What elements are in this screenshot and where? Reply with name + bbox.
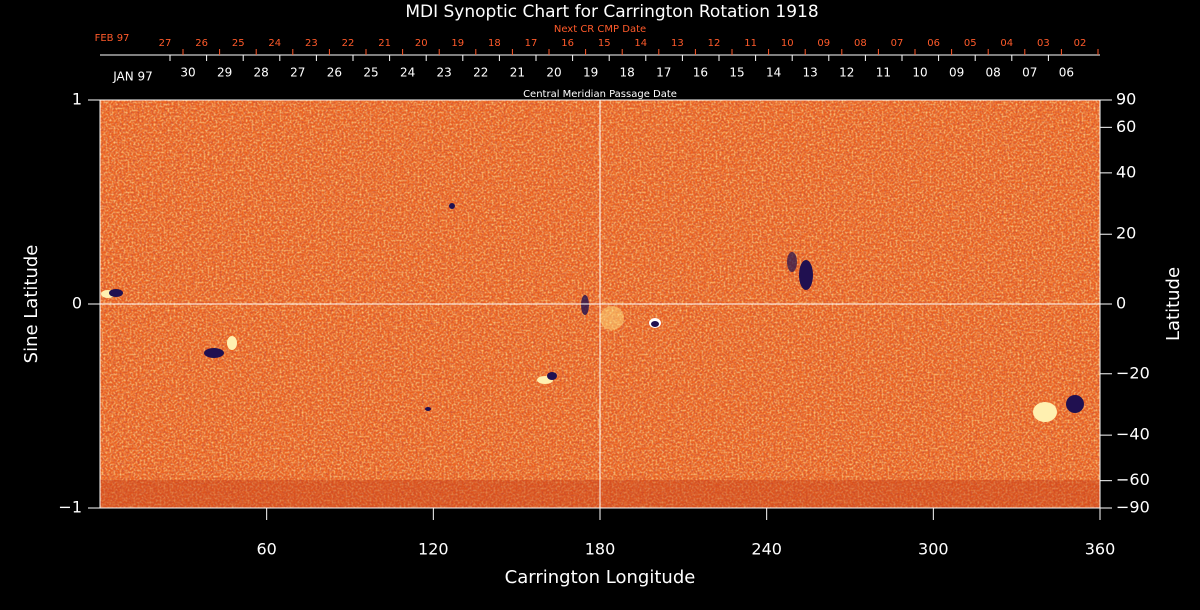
cmp-date: 15 [729, 66, 744, 80]
next-cr-date: 02 [1074, 38, 1087, 49]
cmp-date: 17 [656, 66, 671, 80]
x-tick-label: 240 [751, 540, 782, 559]
cmp-date: 08 [986, 66, 1001, 80]
cmp-date: 27 [290, 66, 305, 80]
next-cr-axis-title: Next CR CMP Date [554, 24, 646, 35]
y2-tick-label: −90 [1116, 498, 1150, 517]
cmp-date: 23 [437, 66, 452, 80]
next-cr-date: 21 [378, 38, 391, 49]
y2-tick-label: 20 [1116, 224, 1136, 243]
next-cr-date: 04 [1000, 38, 1013, 49]
cmp-date: 19 [583, 66, 598, 80]
cmp-date: 26 [327, 66, 342, 80]
y2-tick-label: −60 [1116, 470, 1150, 489]
next-cr-date: 19 [451, 38, 464, 49]
cmp-date: 22 [473, 66, 488, 80]
next-cr-date: 26 [195, 38, 208, 49]
cmp-date: 11 [876, 66, 891, 80]
next-cr-date: 18 [488, 38, 501, 49]
next-cr-date: 16 [561, 38, 574, 49]
next-cr-date: 09 [817, 38, 830, 49]
next-cr-date: 25 [232, 38, 245, 49]
cmp-axis-title: Central Meridian Passage Date [523, 89, 677, 100]
next-cr-date: 07 [891, 38, 904, 49]
cmp-date: 25 [363, 66, 378, 80]
next-cr-date: 23 [305, 38, 318, 49]
cmp-date: 06 [1059, 66, 1074, 80]
next-cr-date: 24 [268, 38, 281, 49]
y2-tick-label: −20 [1116, 363, 1150, 382]
cmp-date: 14 [766, 66, 781, 80]
chart-title: MDI Synoptic Chart for Carrington Rotati… [405, 2, 818, 22]
x-axis-label: Carrington Longitude [505, 567, 696, 588]
y2-tick-label: 60 [1116, 117, 1136, 136]
cmp-date: 29 [217, 66, 232, 80]
cmp-date: 20 [546, 66, 561, 80]
cmp-date: 24 [400, 66, 415, 80]
cmp-date: 21 [510, 66, 525, 80]
cmp-date: 10 [912, 66, 927, 80]
cmp-date: 30 [180, 66, 195, 80]
x-tick-label: 180 [585, 540, 616, 559]
x-tick-label: 300 [918, 540, 949, 559]
next-cr-date: 06 [927, 38, 940, 49]
y-tick-label: −1 [58, 498, 82, 517]
cmp-date: 09 [949, 66, 964, 80]
cmp-date: 18 [620, 66, 635, 80]
cmp-date: 28 [254, 66, 269, 80]
next-cr-date: 08 [854, 38, 867, 49]
cmp-date: 12 [839, 66, 854, 80]
x-tick-label: 120 [418, 540, 449, 559]
y-tick-label: 1 [72, 90, 82, 109]
next-cr-month: FEB 97 [95, 33, 130, 44]
cmp-date: 07 [1022, 66, 1037, 80]
next-cr-date: 05 [964, 38, 977, 49]
next-cr-date: 12 [708, 38, 721, 49]
y2-tick-label: 90 [1116, 90, 1136, 109]
next-cr-date: 20 [415, 38, 428, 49]
y-axis-label: Sine Latitude [21, 245, 42, 364]
y2-tick-label: 0 [1116, 294, 1126, 313]
x-tick-label: 60 [256, 540, 276, 559]
y2-tick-label: −40 [1116, 425, 1150, 444]
next-cr-date: 11 [744, 38, 757, 49]
x-tick-label: 360 [1085, 540, 1116, 559]
next-cr-date: 14 [634, 38, 647, 49]
next-cr-date: 17 [525, 38, 538, 49]
y2-axis-label: Latitude [1163, 267, 1184, 341]
next-cr-date: 15 [598, 38, 611, 49]
cmp-date: 16 [693, 66, 708, 80]
next-cr-date: 27 [159, 38, 172, 49]
cmp-date: 13 [803, 66, 818, 80]
y-tick-label: 0 [72, 294, 82, 313]
cmp-month: JAN 97 [112, 70, 153, 84]
next-cr-date: 13 [671, 38, 684, 49]
y2-tick-label: 40 [1116, 162, 1136, 181]
next-cr-date: 03 [1037, 38, 1050, 49]
next-cr-date: 10 [781, 38, 794, 49]
next-cr-date: 22 [342, 38, 355, 49]
